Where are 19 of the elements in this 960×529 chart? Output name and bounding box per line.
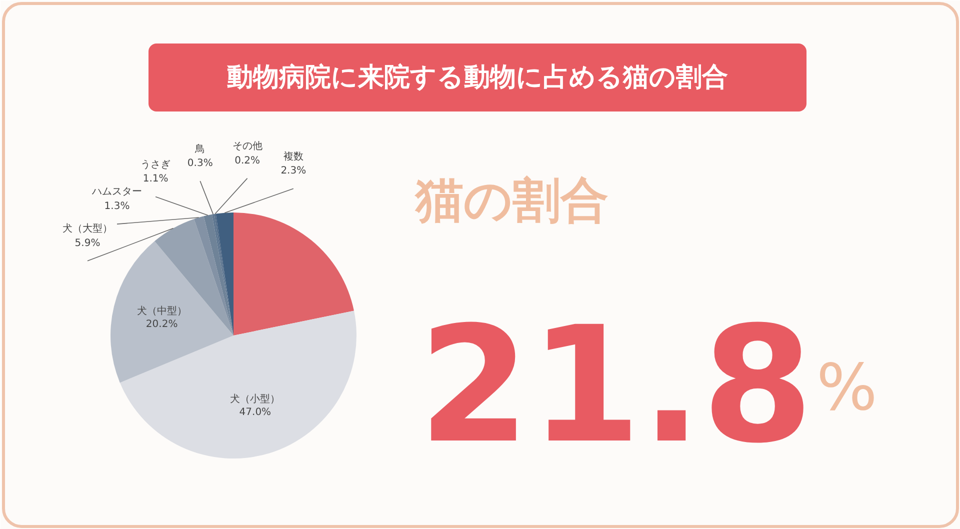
data-label: 0.3% <box>187 158 213 170</box>
text: 猫の割合 <box>414 172 608 228</box>
data-label: 1.1% <box>142 174 168 185</box>
text: 21.8% <box>418 292 878 478</box>
text: 動物病院に来院する動物に占める猫の割合 <box>226 62 728 92</box>
slice-label: 犬（大型） <box>62 222 112 235</box>
slice-label: 鳥 <box>194 142 206 155</box>
slice-label: その他 <box>232 140 262 152</box>
data-label: 1.3% <box>104 201 130 212</box>
data-label: 0.2% <box>234 155 260 166</box>
data-label: 5.9% <box>74 238 100 249</box>
slice-label: 犬（小型） <box>230 392 280 405</box>
slice-label: 複数 <box>283 150 304 162</box>
slice-label: うさぎ <box>140 159 171 170</box>
data-label: 20.2% <box>146 319 178 330</box>
data-label: 2.3% <box>280 166 306 177</box>
slice-label: ハムスター <box>91 186 142 198</box>
data-label: 47.0% <box>239 407 272 418</box>
slice-label: 犬（中型） <box>136 304 187 317</box>
